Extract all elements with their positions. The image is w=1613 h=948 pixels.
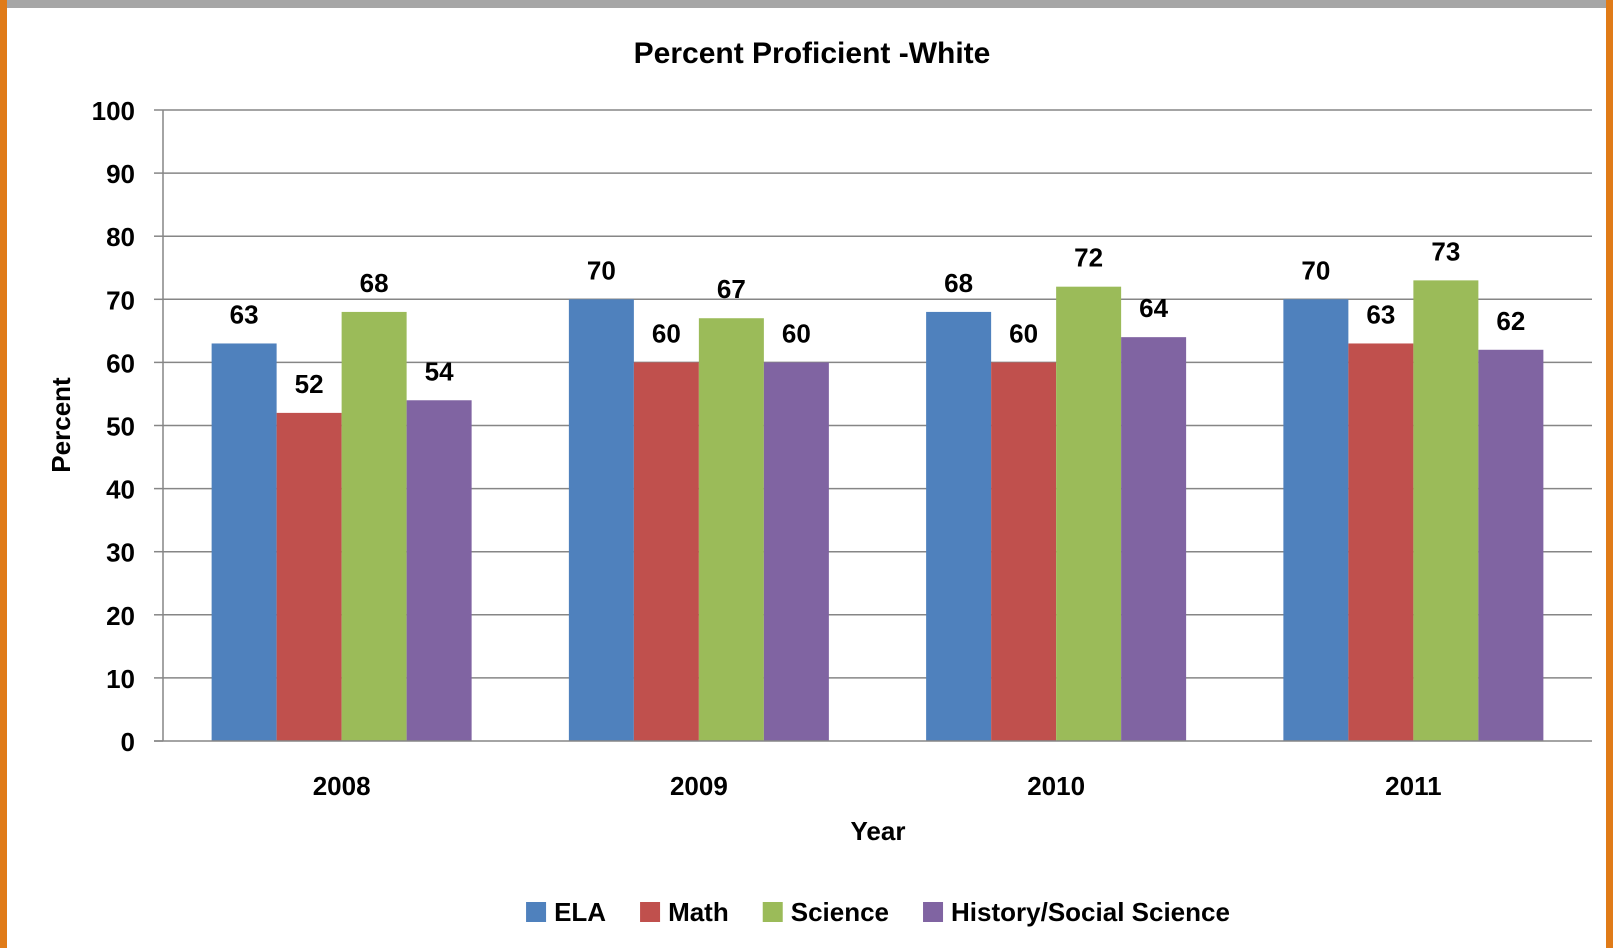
legend-swatch	[762, 902, 783, 922]
x-axis-title: Year	[851, 816, 906, 846]
y-axis-ticks: 0 10 20 30 40 50 60 70 80 90 100	[92, 96, 163, 757]
y-tick-label: 0	[121, 727, 135, 757]
data-label: 70	[587, 255, 616, 285]
y-tick-label: 50	[106, 412, 135, 442]
bar-science-2010	[1056, 286, 1122, 741]
data-label: 63	[1366, 299, 1395, 329]
data-label: 63	[230, 299, 259, 329]
data-label: 60	[782, 318, 811, 348]
bar-history-social-science-2009	[763, 362, 829, 741]
x-tick-label: 2011	[1385, 771, 1441, 801]
y-tick-label: 80	[106, 222, 135, 252]
data-label: 52	[295, 369, 324, 399]
legend: ELA Math Science History/Social Science	[526, 897, 1230, 927]
bar-math-2011	[1348, 343, 1414, 741]
bar-science-2008	[341, 311, 407, 741]
window-top-border	[0, 0, 1613, 8]
legend-swatch	[923, 902, 944, 922]
y-axis-title: Percent	[46, 377, 76, 473]
y-tick-label: 20	[106, 601, 135, 631]
bar-math-2010	[991, 362, 1057, 741]
bar-ela-2010	[926, 311, 992, 741]
legend-label: Science	[791, 897, 889, 927]
data-label: 60	[1009, 318, 1038, 348]
y-tick-label: 70	[106, 285, 135, 315]
y-tick-label: 10	[106, 664, 135, 694]
data-label: 68	[360, 268, 389, 298]
legend-label: ELA	[554, 897, 606, 927]
legend-swatch	[526, 902, 547, 922]
legend-label: Math	[668, 897, 729, 927]
data-label: 73	[1431, 236, 1460, 266]
window-right-border	[1606, 0, 1613, 948]
data-label: 68	[944, 268, 973, 298]
chart-title: Percent Proficient -White	[634, 37, 991, 70]
bar-ela-2008	[211, 343, 277, 741]
data-label: 70	[1301, 255, 1330, 285]
legend-item-math: Math	[640, 897, 729, 927]
data-labels: 63 52 68 54 70 60 67 60 68 60 72 64 70 63 73 62	[230, 236, 1526, 399]
legend-item-history-social-science: History/Social Science	[923, 897, 1230, 927]
window-left-border	[0, 0, 7, 948]
data-label: 60	[652, 318, 681, 348]
y-tick-label: 100	[92, 96, 135, 126]
x-tick-label: 2009	[670, 771, 728, 801]
x-tick-label: 2008	[313, 771, 371, 801]
bar-history-social-science-2011	[1478, 349, 1544, 741]
legend-swatch	[640, 902, 661, 922]
x-tick-label: 2010	[1027, 771, 1085, 801]
bar-history-social-science-2010	[1121, 337, 1187, 741]
bar-history-social-science-2008	[406, 400, 472, 741]
bar-math-2008	[276, 412, 342, 741]
data-label: 72	[1074, 243, 1103, 273]
data-label: 67	[717, 274, 746, 304]
bar-science-2011	[1413, 280, 1479, 741]
data-label: 64	[1139, 293, 1168, 323]
y-tick-label: 60	[106, 348, 135, 378]
legend-label: History/Social Science	[951, 897, 1230, 927]
legend-item-science: Science	[762, 897, 889, 927]
y-tick-label: 30	[106, 538, 135, 568]
y-tick-label: 40	[106, 475, 135, 505]
bar-ela-2011	[1283, 299, 1349, 741]
bar-math-2009	[633, 362, 699, 741]
bars	[211, 280, 1544, 741]
data-label: 54	[425, 356, 454, 386]
y-tick-label: 90	[106, 159, 135, 189]
x-axis-ticks: 2008 2009 2010 2011	[313, 771, 1442, 801]
data-label: 62	[1496, 306, 1525, 336]
legend-item-ela: ELA	[526, 897, 606, 927]
bar-science-2009	[698, 318, 764, 741]
bar-ela-2009	[568, 299, 634, 741]
